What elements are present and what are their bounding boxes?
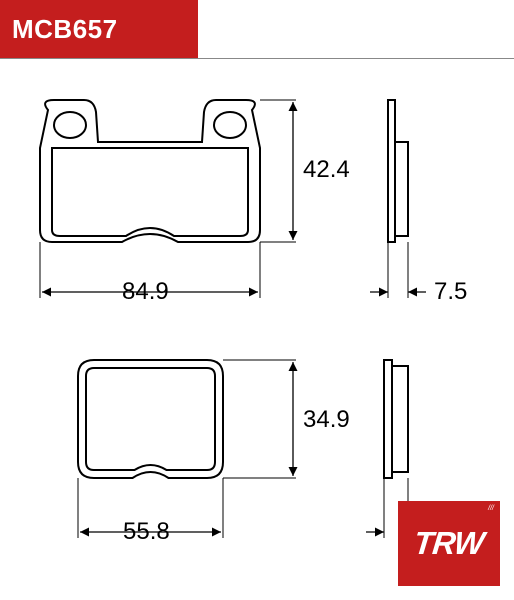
dim-pad1-height: 42.4 [303, 156, 350, 184]
brand-logo: /// TRW [398, 501, 500, 586]
dim-pad2-height: 34.9 [303, 406, 350, 434]
dim-pad1-thick: 7.5 [434, 278, 467, 306]
logo-slashes: /// [488, 505, 494, 512]
dim-pad1-width: 84.9 [122, 278, 169, 306]
dim-pad2-width: 55.8 [123, 518, 170, 546]
logo-text: TRW [412, 525, 485, 562]
